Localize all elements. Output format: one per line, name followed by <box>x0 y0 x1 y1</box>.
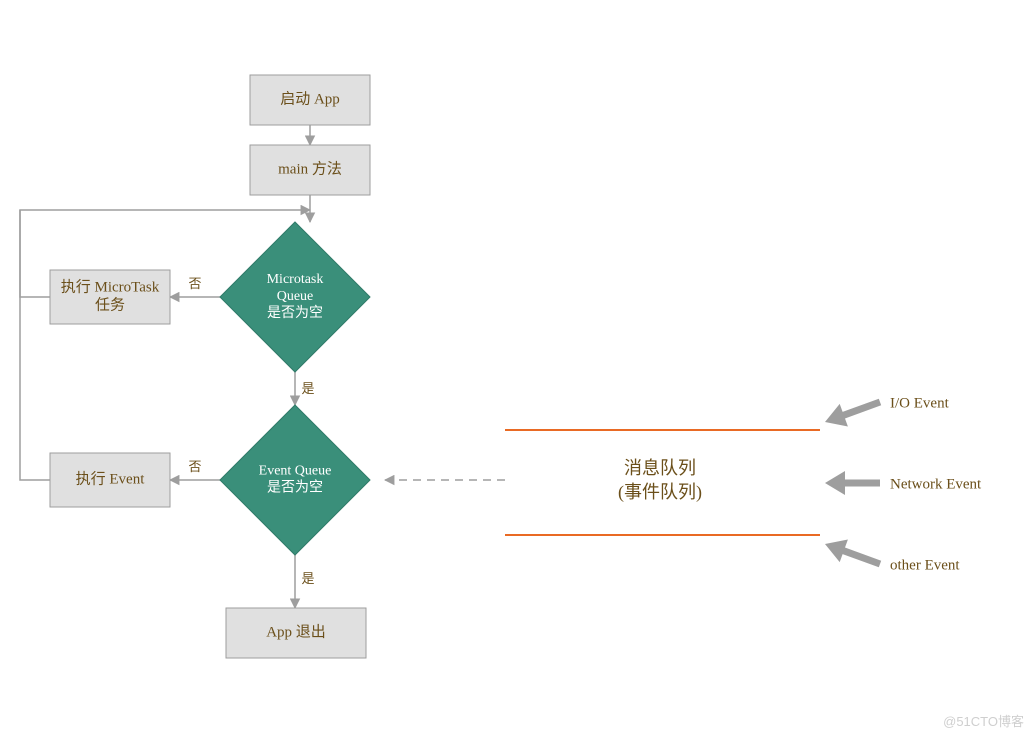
flow-node-eventQ-label: Event Queue <box>259 464 332 479</box>
queue-title-line-0: 消息队列 <box>624 458 696 478</box>
watermark-text: @51CTO博客 <box>943 714 1024 729</box>
flow-node-microQ-label: 是否为空 <box>267 305 323 321</box>
flow-edge-5-label: 否 <box>188 459 201 474</box>
flow-edge-2: 是 <box>295 372 315 405</box>
flow-node-exit-label: App 退出 <box>266 623 326 640</box>
queue-input-2-label: other Event <box>890 557 960 573</box>
flow-node-main-label: main 方法 <box>278 160 342 177</box>
queue-input-0-label: I/O Event <box>890 395 950 411</box>
flow-node-microQ: Microtask Queue是否为空 <box>220 222 370 372</box>
queue-input-1-arrow-icon <box>825 471 880 495</box>
flow-edge-7: 是 <box>295 555 315 608</box>
flow-node-execMicro-label: 执行 MicroTask <box>61 278 160 295</box>
flow-node-start-label: 启动 App <box>280 90 340 107</box>
flow-edge-6 <box>20 210 50 480</box>
queue-input-0-arrow-icon <box>825 399 881 427</box>
flow-node-main: main 方法 <box>250 145 370 195</box>
flow-edge-3-label: 否 <box>188 276 201 291</box>
flow-node-eventQ: Event Queue是否为空 <box>220 405 370 555</box>
flow-edge-3: 否 <box>170 276 220 297</box>
flow-node-execMicro-label: 任务 <box>95 296 125 313</box>
diagram-canvas: 是否否是 启动 Appmain 方法MicrotaskQueue是否为空执行 M… <box>0 0 1034 736</box>
flow-node-execEvent: 执行 Event <box>50 453 170 507</box>
flow-node-microQ-label: Microtask <box>267 272 324 287</box>
queue-input-2-arrow-icon <box>825 540 881 568</box>
flow-node-microQ-label: Queue <box>277 289 314 304</box>
flow-node-execMicro: 执行 MicroTask任务 <box>50 270 170 324</box>
flow-edge-2-label: 是 <box>301 381 314 396</box>
flow-edge-5: 否 <box>170 459 220 480</box>
flow-node-start: 启动 App <box>250 75 370 125</box>
flow-node-execEvent-label: 执行 Event <box>76 470 146 487</box>
queue-input-2: other Event <box>825 540 960 574</box>
queue-title-line-1: (事件队列) <box>618 482 702 503</box>
queue-input-1: Network Event <box>825 471 982 495</box>
flow-edge-7-label: 是 <box>301 571 314 586</box>
queue-input-0: I/O Event <box>825 395 950 426</box>
flow-node-exit: App 退出 <box>226 608 366 658</box>
flow-node-eventQ-label: 是否为空 <box>267 480 323 496</box>
queue-input-1-label: Network Event <box>890 476 982 492</box>
